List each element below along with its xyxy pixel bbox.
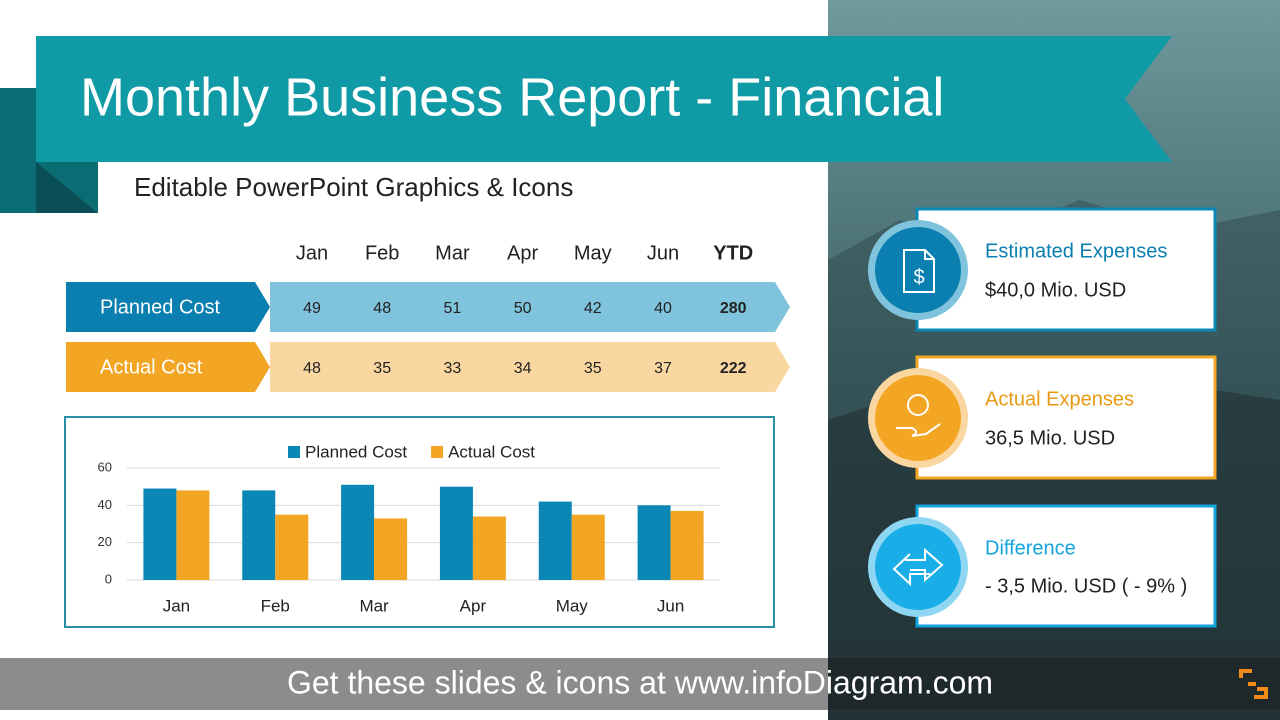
legend-swatch [288, 446, 300, 458]
y-tick-label: 0 [105, 571, 112, 586]
cell: 280 [720, 300, 747, 317]
subtitle: Editable PowerPoint Graphics & Icons [134, 172, 573, 202]
card-value: 36,5 Mio. USD [985, 427, 1115, 449]
bar [538, 501, 572, 580]
footer-bar [0, 658, 828, 710]
y-tick-label: 40 [98, 497, 112, 512]
icon [903, 249, 935, 293]
cell: 50 [514, 300, 532, 317]
cell: 37 [654, 360, 672, 377]
icon [907, 394, 929, 416]
x-tick-label: Apr [460, 596, 487, 615]
bar [637, 505, 671, 580]
icon-circle [875, 524, 961, 610]
title: Monthly Business Report - Financial [80, 67, 944, 127]
x-tick-label: Mar [359, 596, 389, 615]
cell: 40 [654, 300, 672, 317]
cell: 48 [303, 360, 321, 377]
cell: 34 [514, 360, 532, 377]
row-label: Actual Cost [100, 356, 203, 378]
legend-label: Actual Cost [448, 442, 535, 461]
icon [896, 423, 941, 437]
card-title: Difference [985, 537, 1076, 559]
card-title: Estimated Expenses [985, 240, 1167, 262]
column-header: Mar [435, 242, 470, 264]
card-value: $40,0 Mio. USD [985, 279, 1126, 301]
icon-circle [875, 375, 961, 461]
x-tick-label: Jan [163, 596, 190, 615]
bar [242, 490, 276, 580]
cell: 48 [373, 300, 391, 317]
corner-fold [36, 162, 98, 213]
bar [341, 484, 375, 580]
column-header: Apr [507, 242, 538, 264]
cell: 33 [444, 360, 462, 377]
y-tick-label: 60 [98, 459, 112, 474]
row-label-box [66, 342, 270, 392]
footer-text: Get these slides & icons at www.infoDiag… [287, 664, 993, 700]
x-tick-label: Feb [261, 596, 290, 615]
cell: 49 [303, 300, 321, 317]
chart: 0 20 40 60 Planned Cost Actual Cost Jan Feb Mar A… [98, 442, 720, 615]
bar [374, 518, 408, 580]
bar [571, 514, 605, 580]
cell: 42 [584, 300, 602, 317]
icon-glyph: $ [913, 266, 924, 288]
row-band [270, 282, 790, 332]
card-title: Actual Expenses [985, 388, 1134, 410]
legend-label: Planned Cost [305, 442, 407, 461]
cell: 35 [373, 360, 391, 377]
cell: 35 [584, 360, 602, 377]
bar [176, 490, 210, 580]
cell: 51 [444, 300, 462, 317]
bar [472, 516, 506, 580]
table: Jan Feb Mar Apr May Jun YTD Planned Cost 49 48 51 5… [66, 242, 790, 392]
column-header: Feb [365, 242, 399, 264]
bar [275, 514, 309, 580]
title-ribbon [36, 36, 1172, 162]
card-value: - 3,5 Mio. USD ( - 9% ) [985, 575, 1187, 597]
bar [670, 510, 704, 580]
row-label: Planned Cost [100, 296, 221, 318]
x-tick-label: May [556, 596, 589, 615]
column-header: Jun [647, 242, 679, 264]
legend-swatch [431, 446, 444, 458]
x-tick-label: Jun [657, 596, 684, 615]
y-tick-label: 20 [98, 534, 112, 549]
column-header: May [574, 242, 612, 264]
column-header: YTD [713, 242, 753, 264]
bar [143, 488, 177, 580]
cell: 222 [720, 360, 747, 377]
logo [1239, 669, 1268, 699]
column-header: Jan [296, 242, 328, 264]
card: Difference - 3,5 Mio. USD ( - 9% ) [868, 504, 1217, 628]
bar [439, 486, 473, 580]
icon-circle [875, 227, 961, 313]
row-band [270, 342, 790, 392]
row-label-box [66, 282, 270, 332]
icon [892, 547, 944, 587]
card: $ Estimated Expenses $40,0 Mio. USD [868, 207, 1217, 332]
footer-bar [828, 658, 1280, 710]
card: Actual Expenses 36,5 Mio. USD [868, 355, 1217, 480]
